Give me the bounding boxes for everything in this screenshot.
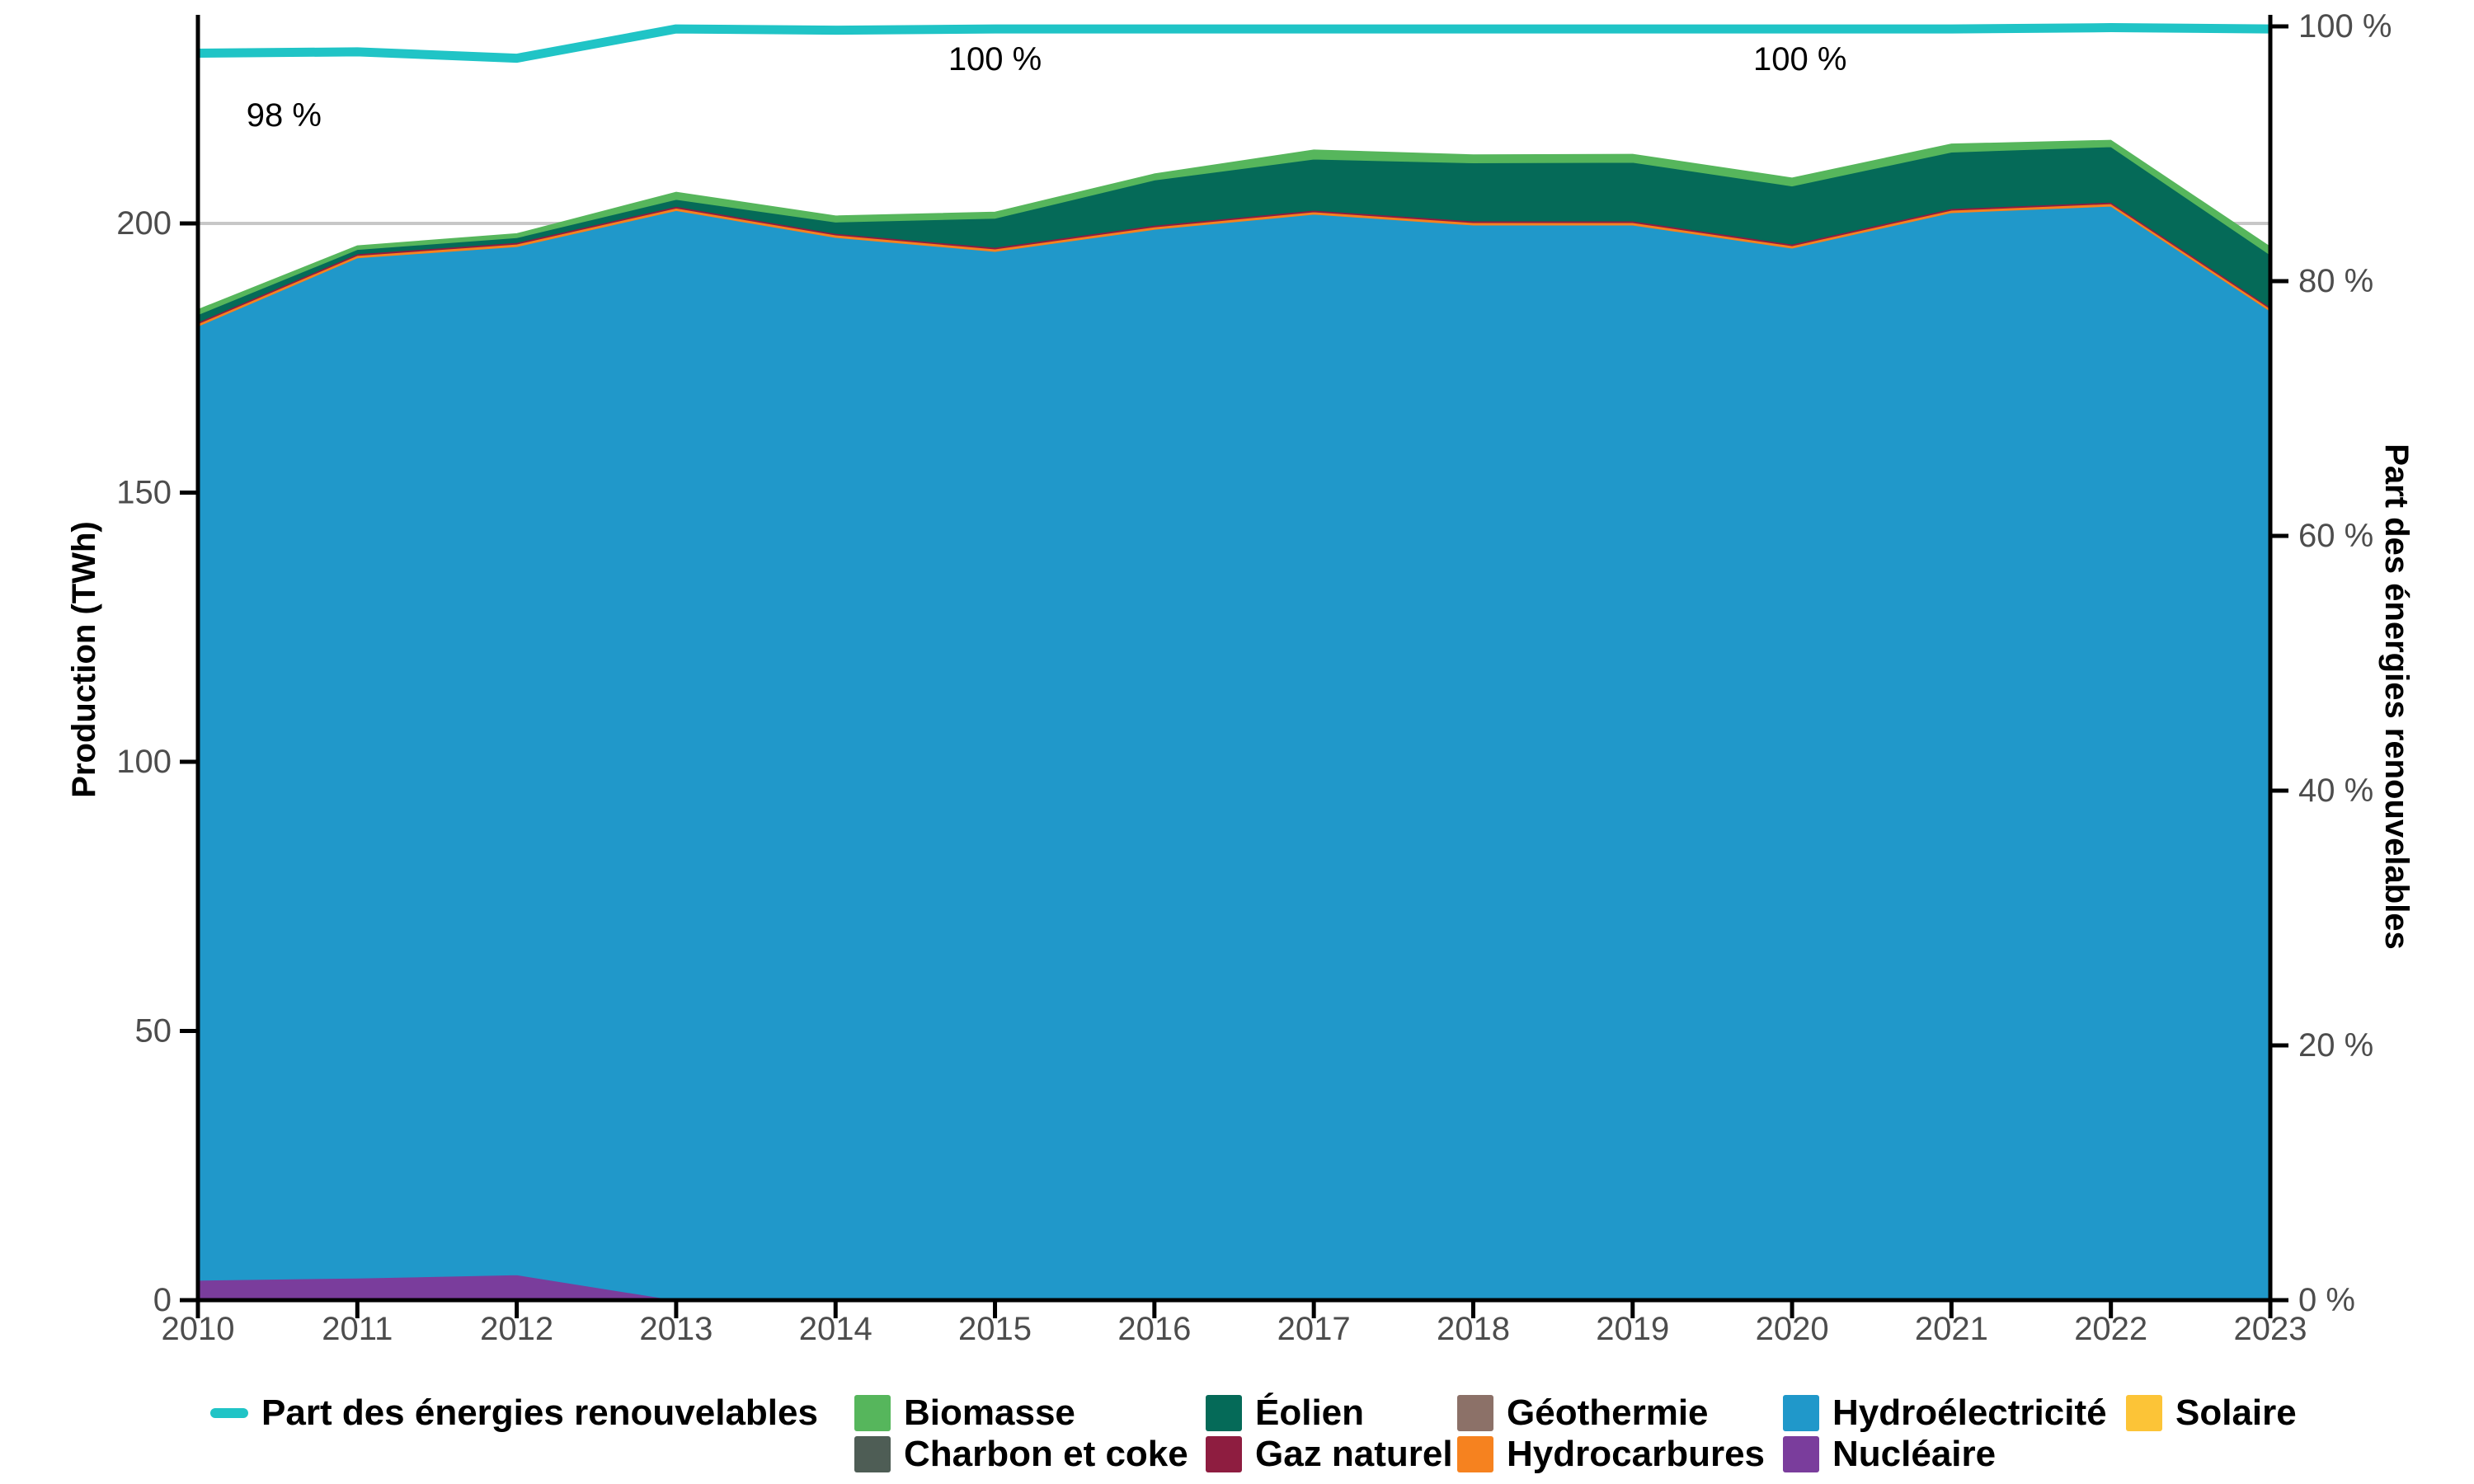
right-tick-label: 60 % [2298,518,2373,554]
x-tick-label: 2018 [1437,1311,1510,1347]
left-tick-label: 200 [116,205,172,242]
x-tick-label: 2014 [799,1311,872,1347]
right-tick-label: 100 % [2298,8,2392,45]
x-tick-label: 2020 [1756,1311,1829,1347]
share-annotation: 98 % [247,97,322,134]
left-tick-label: 100 [116,744,172,780]
x-tick-label: 2023 [2234,1311,2307,1347]
right-tick-label: 0 % [2298,1282,2355,1318]
right-tick-label: 20 % [2298,1027,2373,1064]
right-axis-title: Part des énergies renouvelables [2378,444,2415,950]
share-annotation: 100 % [1753,41,1846,77]
x-tick-label: 2022 [2074,1311,2147,1347]
right-tick-label: 80 % [2298,263,2373,299]
area-hydroelectricite [197,205,2271,1301]
x-tick-label: 2017 [1277,1311,1351,1347]
x-tick-label: 2016 [1117,1311,1191,1347]
x-tick-label: 2010 [162,1311,235,1347]
x-tick-label: 2019 [1596,1311,1669,1347]
left-tick-label: 50 [135,1013,172,1050]
left-tick-label: 0 [153,1282,172,1318]
x-tick-label: 2021 [1915,1311,1988,1347]
renewables-share-line [197,23,2271,63]
x-tick-label: 2011 [322,1311,393,1347]
left-axis-title: Production (TWh) [66,521,102,797]
left-tick-label: 150 [116,475,172,511]
x-tick-label: 2013 [639,1311,713,1347]
right-tick-label: 40 % [2298,773,2373,809]
share-annotation: 100 % [948,41,1042,77]
x-tick-label: 2015 [958,1311,1032,1347]
x-tick-label: 2012 [480,1311,553,1347]
